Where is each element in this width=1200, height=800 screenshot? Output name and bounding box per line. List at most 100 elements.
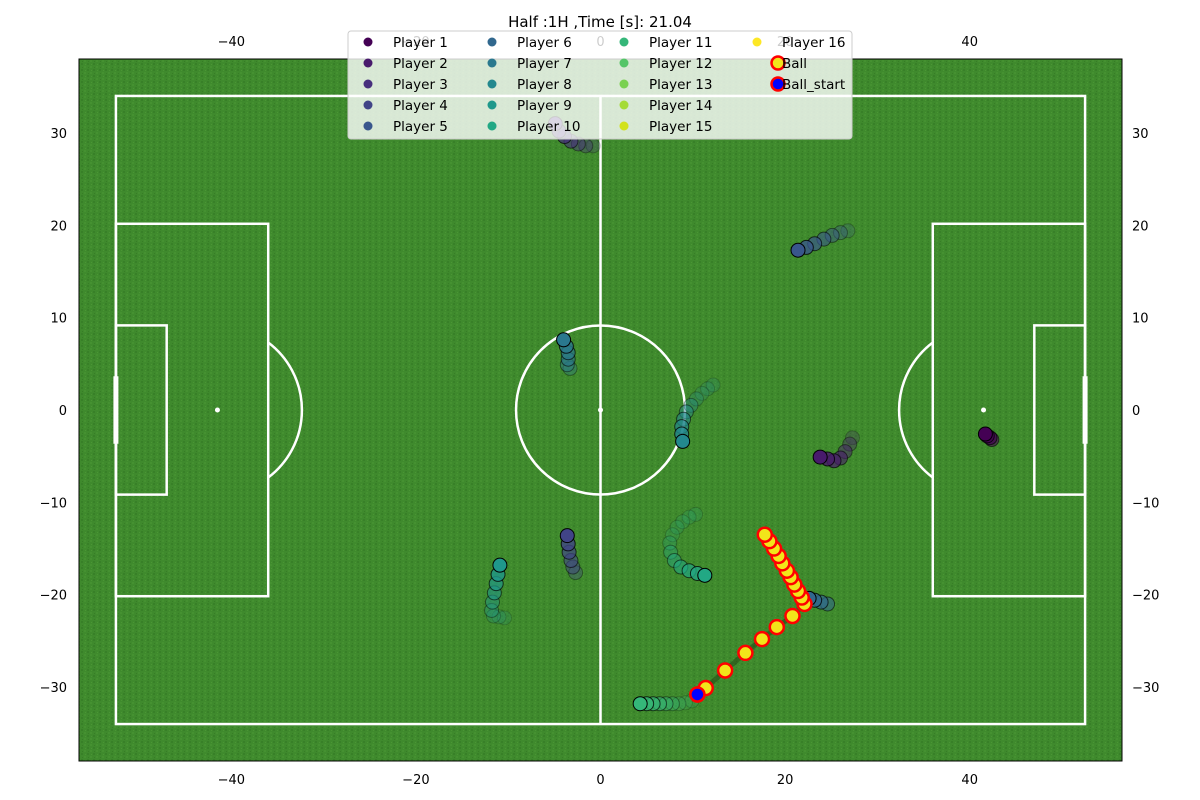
- right-penalty-arc: [897, 341, 934, 479]
- legend-marker-player-1: [363, 37, 373, 47]
- player-marker-player-7: [556, 332, 572, 348]
- left-penalty-arc: [267, 341, 304, 479]
- y-tick-label-right: 0: [1132, 404, 1140, 419]
- legend-marker-player-6: [487, 37, 497, 47]
- y-tick-label-right: −10: [1132, 496, 1159, 511]
- player-marker-player-4: [559, 528, 575, 544]
- player-marker-player-10: [663, 544, 679, 560]
- player-marker-player-11: [632, 696, 648, 712]
- legend-box: [347, 30, 853, 140]
- legend-marker-player-3: [363, 79, 373, 89]
- legend: Player 1 Player 2 Player 3 Player 4 Player 5…: [347, 30, 853, 140]
- player-marker-player-9: [497, 610, 513, 626]
- player-marker-player-9: [492, 557, 508, 573]
- legend-label-player-7: Player 7: [517, 56, 572, 72]
- player-marker-player-8: [705, 377, 721, 393]
- y-tick-label-right: 20: [1132, 219, 1149, 234]
- legend-label-player-13: Player 13: [649, 77, 712, 93]
- y-tick-label-right: −20: [1132, 589, 1159, 604]
- legend-label-player-6: Player 6: [517, 35, 572, 51]
- legend-marker-player-2: [363, 58, 373, 68]
- x-tick-label-bottom: −40: [218, 773, 245, 788]
- y-tick-label-left: −20: [40, 589, 67, 604]
- legend-label-player-1: Player 1: [393, 35, 448, 51]
- y-tick-label-right: 30: [1132, 127, 1149, 142]
- legend-label-player-14: Player 14: [649, 98, 712, 114]
- player-marker-player-1: [977, 426, 993, 442]
- legend-marker-player-4: [363, 100, 373, 110]
- axis-ticks: −40−40−20−200020204040−30−30−20−20−10−10…: [40, 35, 1160, 788]
- pitch-markings: [113, 94, 1088, 726]
- left-penalty-spot: [214, 407, 220, 413]
- legend-label-player-15: Player 15: [649, 119, 712, 135]
- legend-marker-player-11: [619, 37, 629, 47]
- player-marker-player-11: [677, 695, 693, 711]
- player-marker-player-8: [683, 397, 699, 413]
- legend-label-player-8: Player 8: [517, 77, 572, 93]
- legend-marker-player-10: [487, 121, 497, 131]
- y-tick-label-right: −30: [1132, 681, 1159, 696]
- legend-label-player-2: Player 2: [393, 56, 448, 72]
- player-marker-player-10: [697, 567, 713, 583]
- x-tick-label-top: 40: [961, 35, 978, 50]
- legend-label-player-10: Player 10: [517, 119, 580, 135]
- legend-marker-ball: [770, 55, 786, 71]
- player-marker-player-2: [812, 449, 828, 465]
- y-tick-label-left: −10: [40, 496, 67, 511]
- legend-marker-player-14: [619, 100, 629, 110]
- player-marker-player-9: [485, 608, 501, 624]
- ball-marker: [756, 526, 774, 543]
- legend-marker-player-13: [619, 79, 629, 89]
- player-marker-player-2: [844, 430, 860, 446]
- x-tick-label-top: −40: [218, 35, 245, 50]
- player-marker-player-11: [671, 696, 687, 712]
- data-marks: [484, 116, 1000, 712]
- x-tick-label-bottom: −20: [402, 773, 429, 788]
- player-marker-player-10: [669, 519, 685, 535]
- legend-marker-player-12: [619, 58, 629, 68]
- y-tick-label-left: 0: [59, 404, 67, 419]
- legend-label-player-4: Player 4: [393, 98, 448, 114]
- player-marker-player-10: [664, 527, 680, 543]
- center-circle: [514, 324, 687, 496]
- y-tick-label-left: −30: [40, 681, 67, 696]
- center-spot: [598, 407, 603, 413]
- legend-marker-player-7: [487, 58, 497, 68]
- player-marker-player-8: [688, 391, 704, 407]
- player-marker-player-10: [675, 514, 691, 530]
- y-tick-label-right: 10: [1132, 312, 1149, 327]
- legend-marker-player-5: [363, 121, 373, 131]
- right-penalty-spot: [981, 407, 987, 413]
- player-marker-player-10: [688, 506, 704, 522]
- ball-marker: [753, 630, 771, 648]
- player-marker-player-10: [662, 535, 678, 551]
- player-marker-player-9: [491, 609, 507, 625]
- y-tick-label-left: 30: [50, 127, 67, 142]
- legend-label-player-12: Player 12: [649, 56, 712, 72]
- player-marker-player-10: [681, 509, 697, 525]
- legend-label-player-5: Player 5: [393, 119, 448, 135]
- player-marker-player-8: [694, 385, 710, 401]
- y-tick-label-left: 10: [50, 312, 67, 327]
- ball-marker: [737, 644, 754, 662]
- ball-marker: [768, 618, 786, 636]
- ball-marker: [716, 662, 734, 679]
- legend-label-ball-start: Ball_start: [782, 77, 845, 93]
- ball-start-marker: [689, 686, 706, 703]
- player-marker-player-5: [840, 223, 856, 239]
- legend-marker-player-8: [487, 79, 497, 89]
- legend-label-player-16: Player 16: [782, 35, 845, 51]
- chart-title: Half :1H ,Time [s]: 21.04: [508, 13, 692, 31]
- player-marker-player-5: [790, 242, 806, 258]
- x-tick-label-bottom: 20: [777, 773, 794, 788]
- legend-label-player-3: Player 3: [393, 77, 448, 93]
- y-tick-label-left: 20: [50, 219, 67, 234]
- player-marker-player-2: [842, 436, 858, 452]
- x-tick-label-bottom: 40: [961, 773, 978, 788]
- ball-marker: [784, 607, 801, 625]
- legend-label-ball: Ball: [782, 56, 807, 72]
- player-marker-player-8: [700, 381, 716, 397]
- legend-label-player-9: Player 9: [517, 98, 572, 114]
- legend-label-player-11: Player 11: [649, 35, 712, 51]
